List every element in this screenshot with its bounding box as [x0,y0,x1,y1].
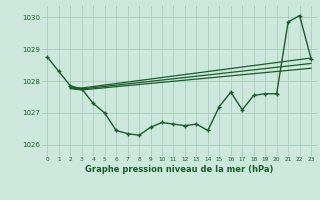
X-axis label: Graphe pression niveau de la mer (hPa): Graphe pression niveau de la mer (hPa) [85,165,273,174]
